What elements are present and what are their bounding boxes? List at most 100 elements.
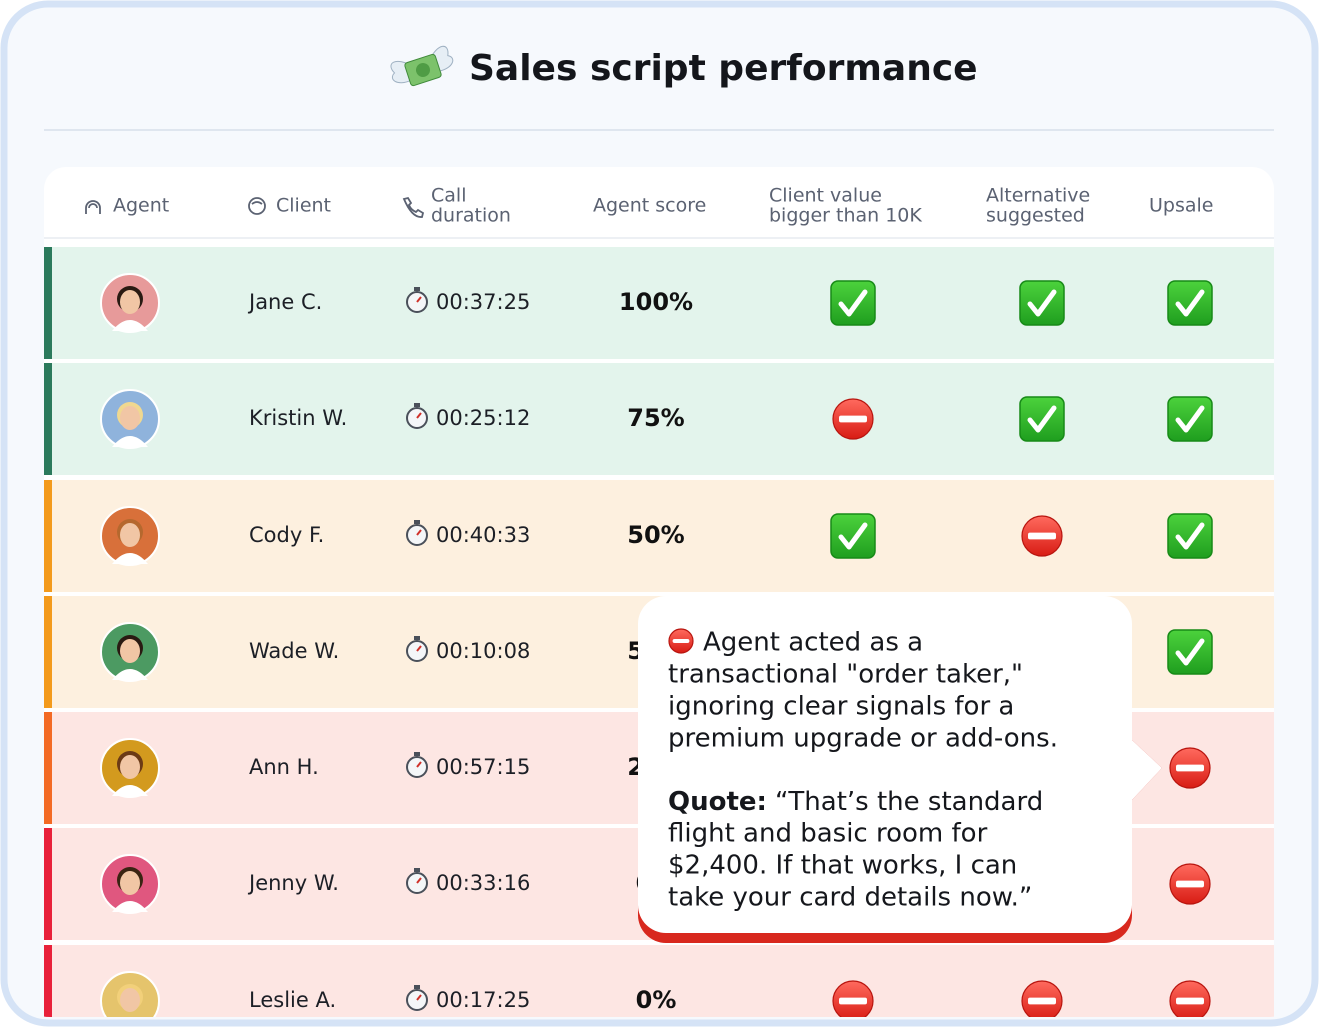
- call-duration: 00:57:15: [436, 755, 530, 779]
- agent-score: 75%: [627, 404, 684, 432]
- quote-label: Quote:: [668, 787, 767, 817]
- column-header: Agent score: [593, 195, 706, 217]
- tooltip-message: transactional "order taker,": [668, 660, 1023, 690]
- stopwatch-crown: [414, 403, 420, 407]
- column-header: Alternative: [986, 185, 1090, 207]
- row-status-bar: [44, 363, 52, 475]
- tooltip-message: premium upgrade or add-ons.: [668, 724, 1058, 754]
- check-icon: [1019, 280, 1065, 326]
- no-entry-bar: [672, 638, 690, 644]
- client-name: Kristin W.: [249, 406, 347, 430]
- check-box: [830, 513, 876, 559]
- no-entry-icon: [832, 398, 874, 440]
- avatar-body: [112, 553, 148, 564]
- row-bg: [44, 945, 1274, 1017]
- stopwatch-icon: [406, 752, 428, 778]
- row-status-bar: [44, 712, 52, 824]
- check-box: [1167, 513, 1213, 559]
- quote-text: “That’s the standard: [775, 787, 1043, 817]
- row-status-bar: [44, 596, 52, 708]
- header-icons: [85, 196, 425, 218]
- check-box: [1167, 629, 1213, 675]
- check-box: [1019, 396, 1065, 442]
- client-name: Leslie A.: [249, 988, 336, 1012]
- call-duration: 00:25:12: [436, 406, 530, 430]
- check-icon: [1167, 396, 1213, 442]
- no-entry-icon: [1021, 980, 1063, 1017]
- check-mark: [838, 289, 868, 317]
- stopwatch-hand: [416, 645, 422, 652]
- check-box: [1167, 396, 1213, 442]
- avatar-face: [120, 406, 140, 430]
- avatar-face: [120, 290, 140, 314]
- stopwatch-icon: [406, 520, 428, 546]
- avatar-face: [120, 523, 140, 547]
- stopwatch-icon: [406, 985, 428, 1011]
- column-header: bigger than 10K: [769, 205, 922, 227]
- row-bg: [44, 247, 1274, 359]
- column-header: suggested: [986, 205, 1085, 227]
- tooltip-quote: flight and basic room for: [668, 819, 988, 849]
- check-mark: [1027, 289, 1057, 317]
- check-mark: [838, 522, 868, 550]
- check-mark: [1175, 405, 1205, 433]
- no-entry-bar: [1176, 997, 1204, 1005]
- stopwatch-hand: [416, 877, 422, 884]
- no-entry-icon: [1169, 747, 1211, 789]
- check-icon: [1167, 629, 1213, 675]
- avatar-face: [120, 755, 140, 779]
- title: Sales script performance: [469, 48, 978, 89]
- avatar-body: [112, 785, 148, 796]
- row-status-bar: [44, 247, 52, 359]
- column-header: Call: [431, 185, 466, 207]
- agent-score: 50%: [627, 521, 684, 549]
- stopwatch-hand: [416, 296, 422, 303]
- check-icon: [1167, 280, 1213, 326]
- check-box: [1167, 280, 1213, 326]
- column-header: Upsale: [1149, 195, 1213, 217]
- avatar-face: [120, 871, 140, 895]
- tooltip-quote: Quote: “That’s the standard: [668, 787, 1043, 817]
- agent-avatar: [100, 506, 160, 566]
- client-name: Wade W.: [249, 639, 339, 663]
- column-header: Client: [276, 195, 331, 217]
- call-duration: 00:10:08: [436, 639, 530, 663]
- avatar-body: [112, 901, 148, 912]
- tooltip-message: Agent acted as a: [703, 628, 923, 658]
- agent-avatar: [100, 389, 160, 449]
- no-entry-bar: [1176, 880, 1204, 888]
- stopwatch-crown: [414, 868, 420, 872]
- stopwatch-icon: [406, 403, 428, 429]
- call-duration: 00:37:25: [436, 290, 530, 314]
- agent-avatar: [100, 738, 160, 798]
- stopwatch-hand: [416, 994, 422, 1001]
- stopwatch-crown: [414, 752, 420, 756]
- client-name: Jane C.: [247, 290, 322, 314]
- stopwatch-icon: [406, 636, 428, 662]
- no-entry-bar: [1028, 532, 1056, 540]
- row-status-bar: [44, 480, 52, 592]
- stopwatch-crown: [414, 985, 420, 989]
- check-box: [1019, 280, 1065, 326]
- stopwatch-crown: [414, 520, 420, 524]
- stopwatch-icon: [406, 287, 428, 313]
- no-entry-bar: [1028, 997, 1056, 1005]
- call-duration: 00:33:16: [436, 871, 530, 895]
- no-entry-icon: [1021, 515, 1063, 557]
- check-icon: [830, 513, 876, 559]
- row-bg: [44, 363, 1274, 475]
- stopwatch-icon: [406, 868, 428, 894]
- column-header: Agent: [113, 195, 169, 217]
- check-icon: [830, 280, 876, 326]
- avatar-face: [120, 639, 140, 663]
- check-icon: [1019, 396, 1065, 442]
- agent-avatar: [100, 854, 160, 914]
- check-box: [830, 280, 876, 326]
- no-entry-icon: [832, 980, 874, 1017]
- row-bg: [44, 480, 1274, 592]
- tooltip-quote: $2,400. If that works, I can: [668, 851, 1017, 881]
- no-entry-icon: [1169, 863, 1211, 905]
- stopwatch-hand: [416, 529, 422, 536]
- row-status-bar: [44, 828, 52, 940]
